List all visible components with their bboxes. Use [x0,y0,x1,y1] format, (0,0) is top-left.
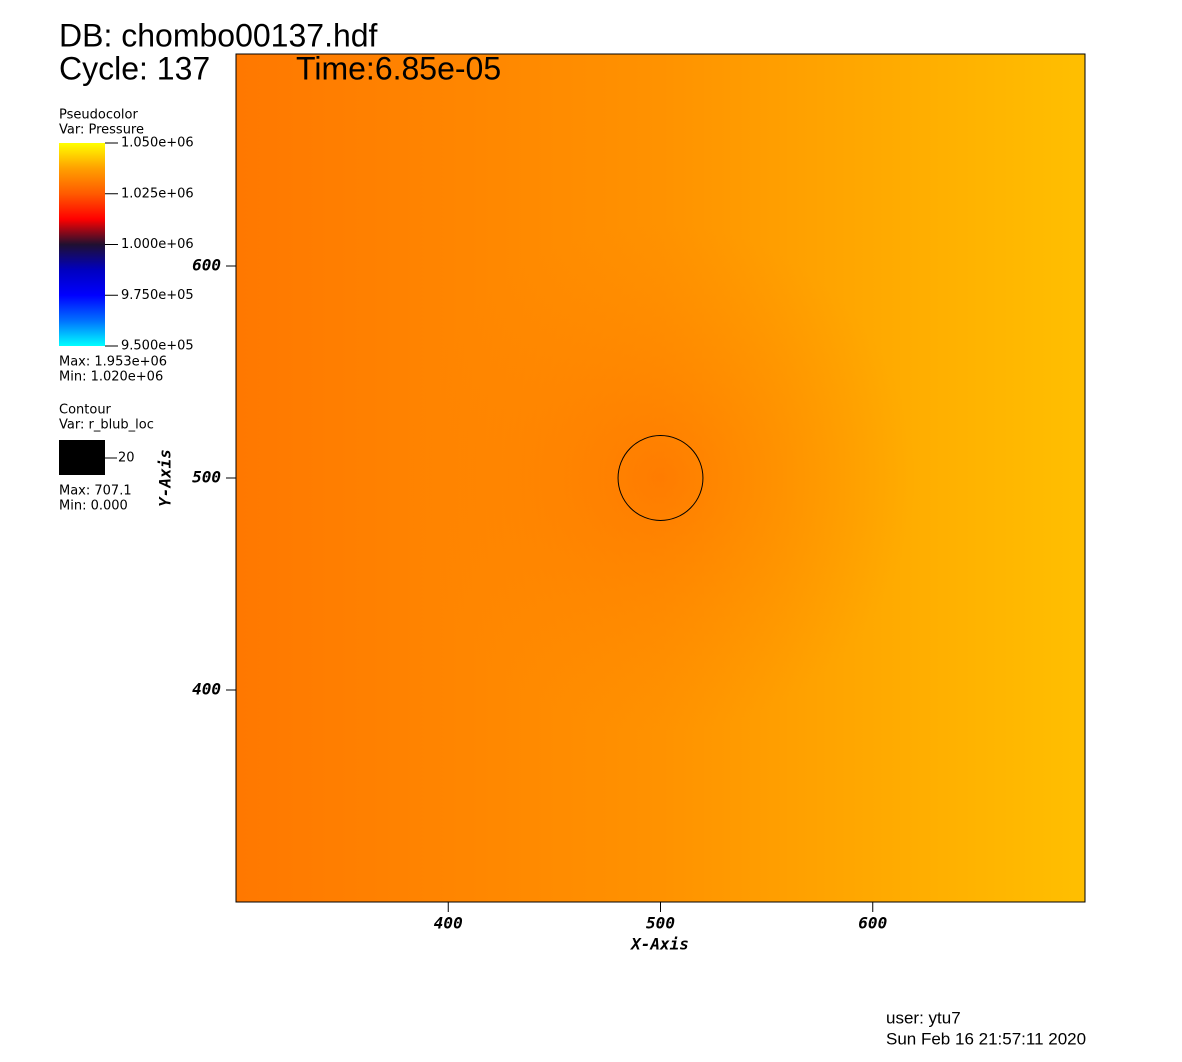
contour-min: Min: 0.000 [59,499,128,514]
contour-level-label: 20 [118,451,135,466]
legend-max: Max: 1.953e+06 [59,355,167,370]
x-axis-title: X-Axis [629,935,689,954]
x-tick-label: 500 [646,914,675,933]
y-tick-label: 600 [192,256,221,275]
user-label: user: ytu7 [886,1008,961,1027]
color-bar-tick-label: 9.750e+05 [121,288,194,303]
color-bar-tick-label: 1.000e+06 [121,237,194,252]
contour-swatch [59,440,105,475]
legend-title: Pseudocolor [59,108,138,123]
y-tick-label: 400 [192,680,221,699]
contour-title: Contour [59,403,112,418]
date-label: Sun Feb 16 21:57:11 2020 [886,1029,1086,1048]
contour-line [617,435,704,521]
contour-var: Var: r_blub_loc [59,418,154,433]
x-tick-label: 600 [858,914,887,933]
legend-var: Var: Pressure [59,123,144,138]
x-tick-label: 400 [434,914,463,933]
cycle-label: Cycle: 137 [59,50,210,86]
color-bar-tick-label: 1.025e+06 [121,186,194,201]
contour-max: Max: 707.1 [59,484,132,499]
color-bar-tick-label: 1.050e+06 [121,136,194,151]
color-bar [59,143,105,346]
db-title: DB: chombo00137.hdf [59,17,378,53]
time-label: Time:6.85e-05 [296,50,501,86]
y-axis-title: Y-Axis [156,449,175,507]
legend-min: Min: 1.020e+06 [59,370,163,385]
color-bar-tick-label: 9.500e+05 [121,339,194,354]
y-tick-label: 500 [192,468,221,487]
pressure-field-shading [236,54,1085,902]
